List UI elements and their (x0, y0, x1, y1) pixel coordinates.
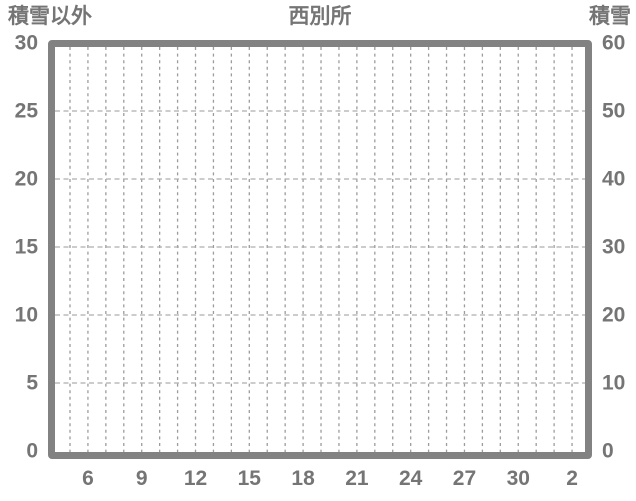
y-left-tick-label: 0 (26, 439, 38, 463)
plot-area (48, 40, 592, 459)
x-tick-label: 30 (506, 467, 530, 490)
y-left-tick-label: 10 (14, 303, 38, 327)
x-tick-label: 12 (183, 467, 208, 490)
y-left-tick-label: 25 (14, 99, 38, 123)
left-axis-title: 積雪以外 (8, 5, 92, 28)
x-tick-label: 18 (291, 467, 315, 490)
right-axis-title: 積雪 (589, 5, 631, 28)
y-right-tick-label: 20 (602, 303, 626, 327)
x-tick-label: 9 (135, 467, 148, 490)
x-tick-label: 24 (398, 467, 423, 490)
x-tick-label: 6 (82, 467, 94, 490)
y-right-tick-label: 0 (602, 439, 614, 463)
y-right-tick-label: 60 (602, 31, 626, 55)
y-right-tick-label: 50 (602, 99, 626, 123)
x-tick-label: 15 (237, 467, 261, 490)
chart-title: 西別所 (288, 5, 352, 28)
y-left-tick-label: 5 (26, 371, 38, 395)
y-left-tick-label: 30 (14, 31, 38, 55)
gridlines (55, 47, 585, 452)
y-right-tick-label: 30 (602, 235, 626, 259)
y-left-tick-label: 15 (14, 235, 38, 259)
x-tick-label: 21 (345, 467, 369, 490)
x-tick-label: 2 (566, 467, 578, 490)
y-left-tick-label: 20 (14, 167, 38, 191)
y-right-tick-label: 10 (602, 371, 626, 395)
x-tick-label: 27 (452, 467, 477, 490)
y-right-tick-label: 40 (602, 167, 626, 191)
